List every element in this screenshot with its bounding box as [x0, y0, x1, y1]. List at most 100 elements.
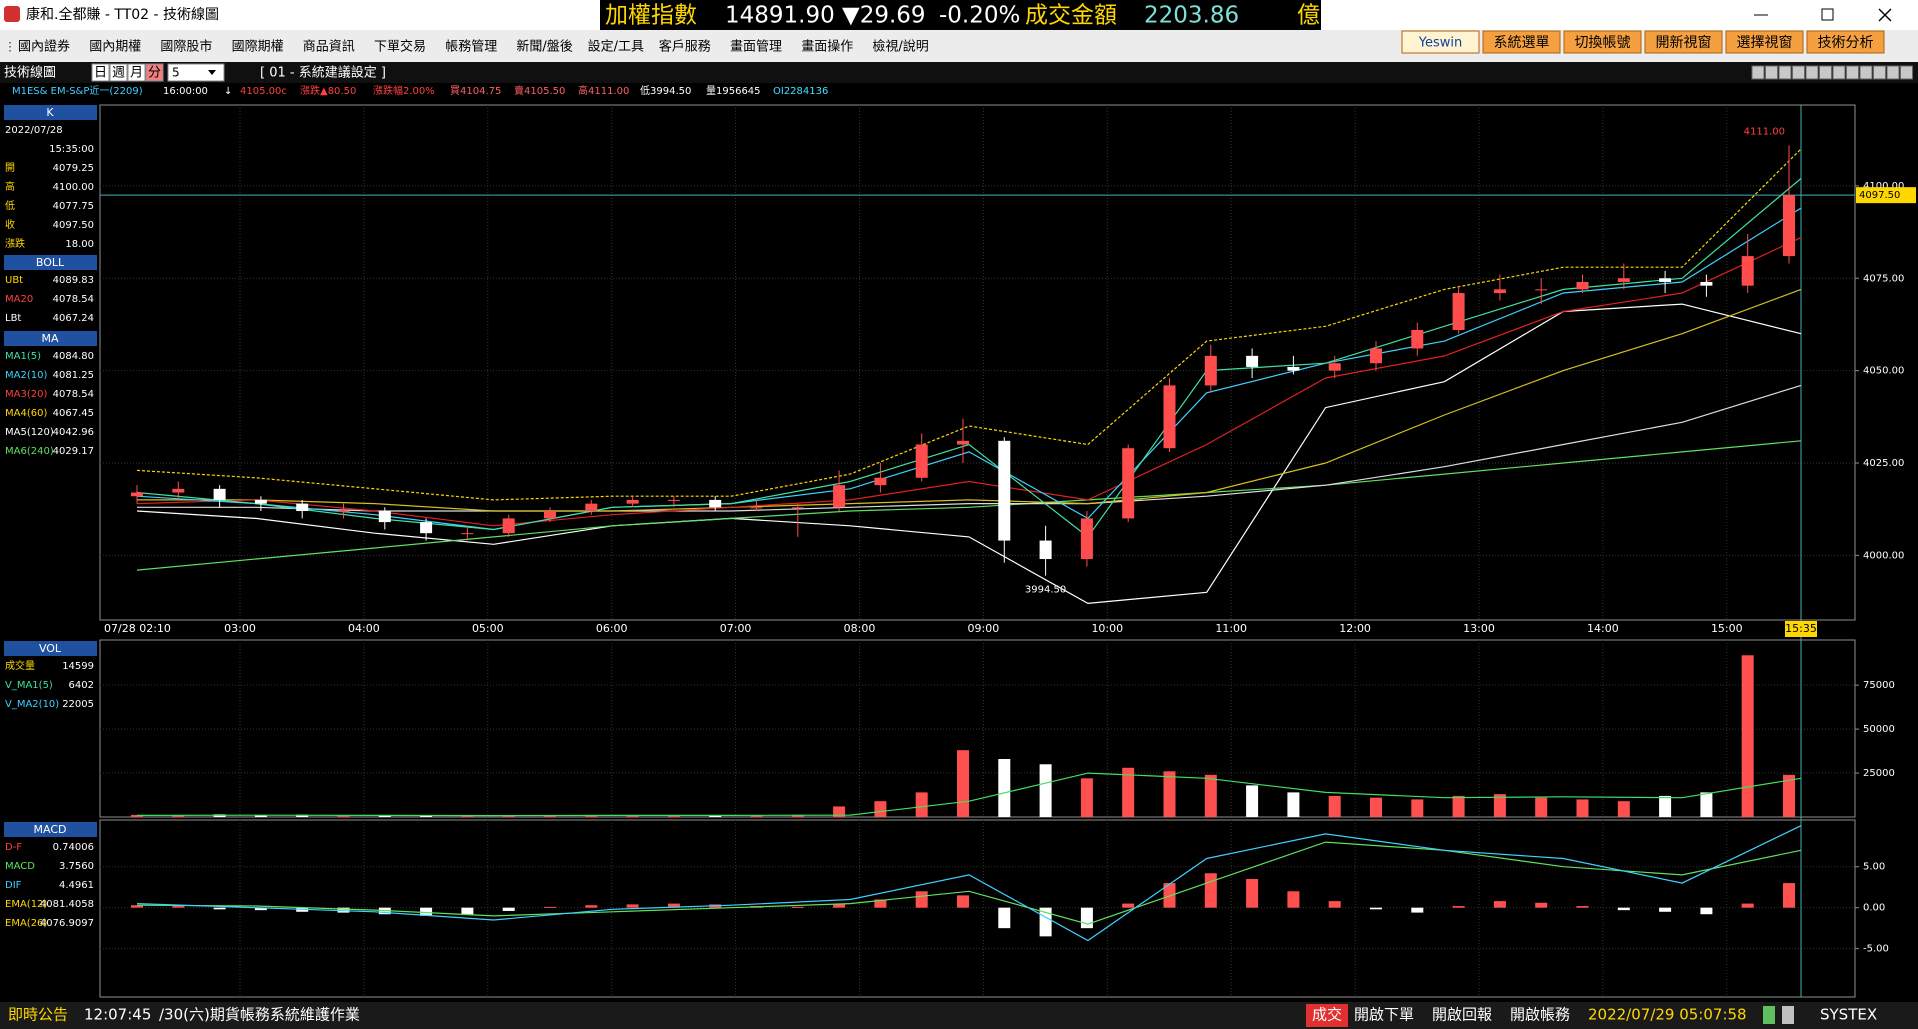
nav-button[interactable]: [1806, 30, 1885, 54]
indicator-line: [136, 148, 1802, 501]
menu-item[interactable]: 國際股市: [160, 39, 212, 55]
panel-header: [4, 641, 97, 656]
candle-body: [957, 440, 969, 445]
candle-body: [585, 503, 598, 512]
indicator-line: [136, 825, 1802, 942]
interval-select[interactable]: [167, 63, 225, 82]
indicator-label: MA20: [5, 294, 33, 305]
tool-icon[interactable]: [1819, 65, 1832, 80]
candle-body: [1370, 348, 1382, 364]
period-label[interactable]: 週: [112, 66, 125, 81]
cursor-time-box: [1785, 621, 1817, 637]
nav-button[interactable]: [1725, 30, 1804, 54]
status-button[interactable]: 開啟回報: [1432, 1006, 1492, 1024]
menu-item[interactable]: 國內證券: [18, 39, 70, 55]
plot-frame: [99, 639, 1856, 818]
volume-bar: [378, 815, 391, 817]
quote-info: OI2284136: [773, 86, 828, 97]
trade-button[interactable]: [1306, 1004, 1348, 1027]
indicator-line: [137, 384, 1802, 512]
candle-body: [1741, 256, 1754, 286]
quote-info: 低3994.50: [640, 84, 691, 97]
tool-icon[interactable]: [1873, 65, 1886, 80]
x-tick-label: 10:00: [1091, 622, 1123, 635]
nav-button-label[interactable]: 選擇視窗: [1737, 34, 1793, 51]
candle-body: [1493, 289, 1506, 294]
indicator-label: 低: [5, 199, 15, 212]
menu-item[interactable]: 新聞/盤後: [516, 39, 572, 55]
indicator-label: DIF: [5, 880, 22, 891]
period-label[interactable]: 月: [130, 66, 143, 81]
candle-body: [1411, 329, 1424, 349]
menu-item[interactable]: 設定/工具: [588, 39, 644, 55]
tool-icon[interactable]: [1778, 65, 1792, 80]
nav-button-label[interactable]: 切換帳號: [1575, 35, 1631, 51]
indicator-value: 3.7560: [59, 861, 94, 872]
x-tick-label: 14:00: [1587, 622, 1619, 635]
volume-bar: [1246, 785, 1259, 817]
tool-icon[interactable]: [1859, 65, 1873, 80]
indicator-value: 4078.54: [53, 389, 94, 400]
tool-icon[interactable]: [1805, 65, 1819, 80]
candle-body: [420, 522, 433, 534]
menu-item[interactable]: 帳務管理: [445, 40, 497, 55]
tool-icon[interactable]: [1886, 65, 1900, 80]
tool-icon[interactable]: [1751, 65, 1765, 80]
period-button[interactable]: [127, 63, 146, 82]
quote-info: 量1956645: [706, 85, 761, 97]
status-button[interactable]: 成交: [1312, 1006, 1342, 1024]
x-tick-label: 09:00: [968, 622, 1000, 635]
volume-bar: [1122, 767, 1135, 817]
menu-item[interactable]: 檢視/說明: [872, 39, 928, 55]
nav-button-label[interactable]: 技術分析: [1818, 35, 1874, 51]
nav-button[interactable]: [1644, 30, 1723, 54]
candle-body: [1576, 281, 1589, 290]
nav-button-label[interactable]: Yeswin: [1418, 36, 1462, 51]
nav-button[interactable]: [1482, 30, 1561, 54]
period-button[interactable]: [91, 63, 110, 82]
menu-item[interactable]: 畫面管理: [730, 40, 782, 55]
menu-item[interactable]: 國內期權: [89, 40, 141, 55]
tool-icon[interactable]: [1832, 65, 1846, 80]
interval-value[interactable]: 5: [172, 66, 180, 80]
period-label[interactable]: 日: [94, 66, 107, 81]
nav-button[interactable]: [1563, 30, 1642, 54]
indicator-value: 14599: [62, 661, 94, 672]
close-button[interactable]: [1878, 8, 1892, 22]
nav-button-label[interactable]: 開新視窗: [1656, 34, 1712, 51]
tool-icon[interactable]: [1846, 65, 1859, 80]
menu-item[interactable]: 畫面操作: [801, 39, 853, 55]
last-price-label: 4097.50: [1859, 190, 1900, 201]
y-tick-label: 4100.00: [1863, 181, 1904, 192]
y-tick-label: 4025.00: [1863, 458, 1904, 469]
status-button[interactable]: 開啟帳務: [1510, 1006, 1570, 1024]
nav-button[interactable]: [1401, 30, 1480, 54]
restore-button[interactable]: [1821, 8, 1834, 21]
ticker-item: 加權指數: [605, 3, 697, 29]
ticker-item: 億: [1297, 3, 1320, 29]
menu-item[interactable]: 國際期權: [232, 40, 284, 55]
panel-header-label: VOL: [39, 642, 62, 655]
x-tick-label: 13:00: [1463, 622, 1495, 635]
period-button[interactable]: [109, 63, 128, 82]
tool-icon[interactable]: [1765, 65, 1778, 80]
menu-item[interactable]: 客戶服務: [659, 39, 711, 55]
tool-icon[interactable]: [1900, 65, 1913, 80]
indicator-value: 4067.45: [53, 408, 94, 419]
nav-button-label[interactable]: 系統選單: [1494, 35, 1550, 51]
candle-body: [378, 511, 391, 523]
macd-bar: [1493, 901, 1506, 908]
volume-bar: [585, 815, 598, 817]
period-button[interactable]: [145, 63, 164, 82]
menu-item[interactable]: 商品資訊: [303, 40, 355, 55]
macd-bar: [1452, 906, 1465, 908]
volume-bar: [172, 815, 185, 817]
period-label[interactable]: 分: [148, 66, 161, 81]
indicator-label: 漲跌: [5, 237, 25, 250]
candle-body: [461, 533, 474, 535]
menu-item[interactable]: 下單交易: [374, 39, 426, 55]
status-button[interactable]: 開啟下單: [1354, 1006, 1414, 1024]
tool-icon[interactable]: [1792, 65, 1805, 80]
candle-body: [1328, 363, 1341, 371]
indicator-label: D-F: [5, 842, 22, 853]
